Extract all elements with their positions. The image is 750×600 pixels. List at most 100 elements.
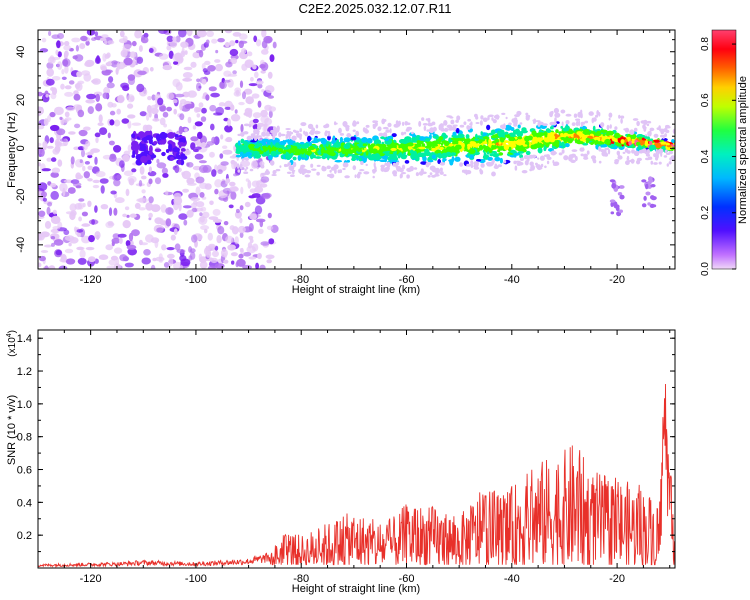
halo-blob (558, 152, 563, 156)
halo-blob (403, 131, 407, 135)
band-blob (611, 137, 616, 142)
band-blob (440, 153, 448, 159)
noise-blob (222, 187, 233, 194)
noise-blob (73, 226, 78, 232)
x-tick-label: -60 (399, 573, 415, 585)
noise-blob (201, 78, 207, 85)
halo-blob (321, 166, 327, 172)
noise-blob (234, 210, 242, 219)
noise-blob (76, 229, 84, 233)
halo-blob (467, 118, 472, 122)
halo-blob (446, 124, 453, 129)
noise-blob (180, 159, 185, 166)
noise-blob (255, 39, 262, 47)
halo-blob (658, 125, 661, 130)
band-blob (416, 137, 420, 141)
noise-blob (205, 94, 210, 101)
noise-blob (241, 48, 247, 55)
noise-blob (215, 63, 223, 72)
noise-blob (227, 118, 231, 127)
noise-blob (83, 126, 91, 131)
noise-blob (82, 202, 86, 208)
halo-blob (427, 175, 431, 178)
halo-blob (422, 123, 428, 126)
noise-blob (88, 235, 95, 243)
band-blob (576, 131, 583, 136)
x-tick-label: -120 (80, 573, 102, 585)
noise-blob (183, 149, 191, 156)
band-blob (422, 156, 427, 162)
noise-blob (60, 83, 65, 90)
halo-blob (535, 120, 541, 123)
noise-blob (123, 170, 134, 177)
halo-blob (356, 173, 361, 179)
noise-blob (148, 212, 153, 218)
noise-blob (81, 235, 91, 244)
halo-blob (561, 121, 564, 127)
colorbar-tick-label: 0.0 (700, 262, 711, 276)
halo-blob (305, 170, 312, 174)
noise-blob (119, 160, 125, 168)
noise-blob (123, 150, 131, 156)
noise-blob (148, 48, 154, 53)
band-blob (388, 136, 393, 139)
band-blob (563, 132, 569, 137)
noise-blob (114, 197, 125, 204)
halo-blob (608, 117, 611, 121)
snr-axes: -120 -100 -80 -60 -40 -20 0.2 0.4 0.6 0.8 1.0 1.2 1.… (17, 330, 675, 585)
halo-blob (646, 123, 650, 127)
halo-blob (614, 126, 618, 130)
y-tick-label: 20 (15, 94, 27, 106)
noise-blob (119, 254, 128, 262)
band-blob (442, 157, 446, 164)
band-blob (492, 153, 500, 158)
band-blob (444, 140, 450, 147)
noise-blob (51, 242, 55, 247)
noise-blob (85, 246, 95, 251)
band-blob (314, 156, 322, 159)
noise-blob (94, 205, 98, 213)
noise-blob (48, 265, 56, 269)
noise-blob (77, 109, 85, 118)
noise-blob (82, 144, 88, 151)
halo-blob (355, 130, 360, 137)
noise-blob (94, 132, 101, 138)
noise-blob (59, 182, 68, 192)
halo-blob (554, 117, 557, 123)
colorbar (711, 29, 737, 270)
noise-blob (239, 232, 244, 238)
noise-blob (178, 213, 188, 220)
band-blob (303, 142, 310, 149)
noise-blob (225, 178, 229, 185)
colorbar-axis: 0.0 0.2 0.4 0.6 0.8 (700, 37, 736, 276)
halo-blob (657, 149, 660, 155)
band-blob (235, 154, 242, 158)
halo-blob (583, 153, 588, 158)
band-blob (467, 144, 471, 150)
noise-blob (183, 66, 193, 71)
halo-blob (515, 160, 521, 163)
noise-blob (218, 81, 227, 89)
halo-blob (328, 173, 335, 179)
noise-blob (230, 57, 238, 65)
halo-blob (525, 112, 529, 116)
halo-blob (342, 167, 346, 171)
noise-blob (48, 30, 52, 36)
noise-blob (129, 51, 137, 58)
halo-blob (626, 155, 630, 160)
halo-blob (249, 168, 254, 172)
noise-blob (148, 150, 153, 155)
noise-blob (269, 54, 275, 62)
halo-blob (486, 164, 493, 167)
band-blob (504, 124, 512, 131)
halo-blob (592, 159, 597, 164)
noise-blob (209, 151, 215, 158)
noise-blob (42, 197, 48, 202)
halo-blob (554, 112, 561, 118)
y-tick-label: 1.0 (17, 399, 32, 411)
noise-blob (140, 36, 149, 44)
noise-blob (149, 67, 154, 72)
noise-blob (64, 85, 72, 90)
tail-blob (618, 209, 624, 213)
band-blob (604, 138, 611, 145)
